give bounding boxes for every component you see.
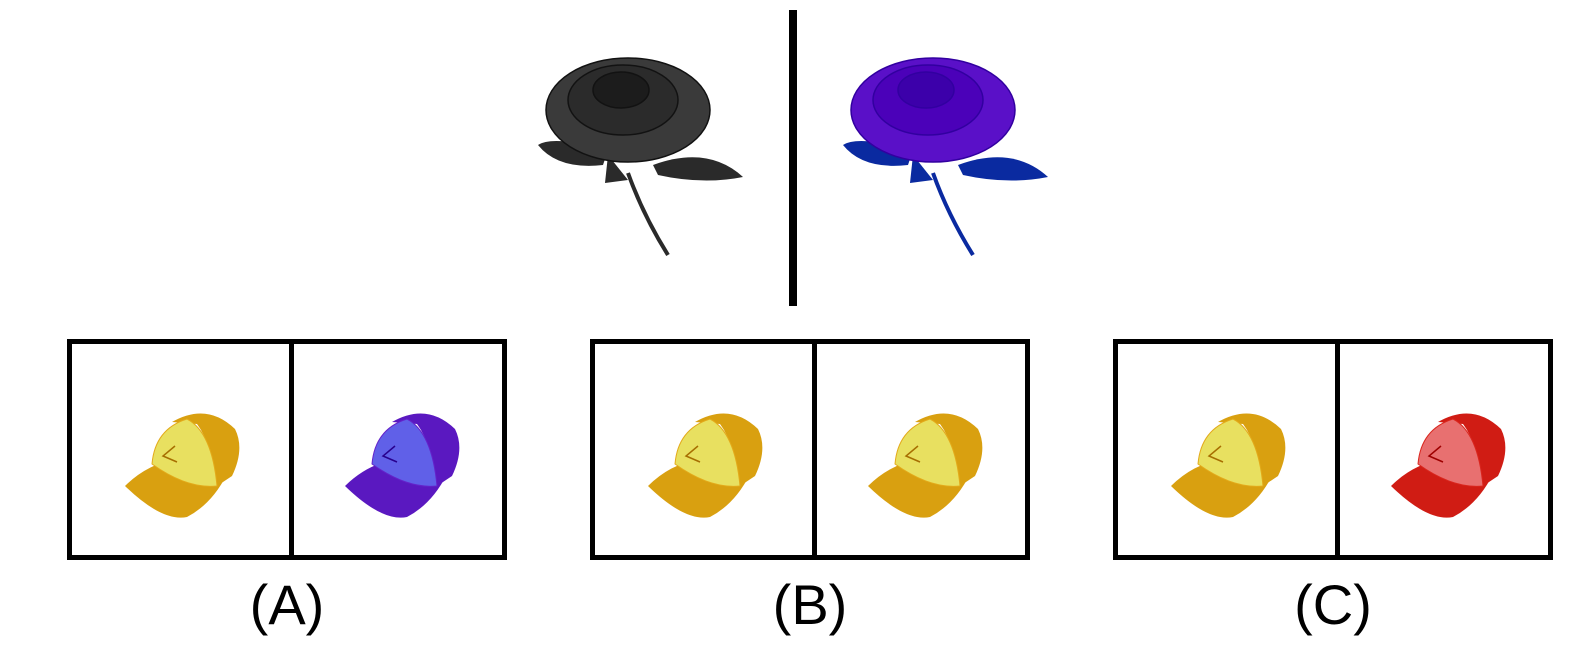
option-c-box[interactable]	[1113, 339, 1553, 560]
option-a-label: (A)	[249, 573, 325, 636]
cap-icon	[1171, 413, 1286, 518]
example-divider	[789, 10, 797, 306]
cap-icon	[1391, 413, 1506, 518]
option-a-divider	[289, 344, 294, 555]
rose-icon	[843, 57, 1048, 257]
cap-icon	[125, 413, 240, 518]
option-c-label: (C)	[1294, 573, 1372, 636]
option-b-box[interactable]	[590, 339, 1030, 560]
rose-icon	[538, 57, 743, 257]
option-c-divider	[1335, 344, 1340, 555]
option-b-label: (B)	[772, 573, 848, 636]
option-a-box[interactable]	[67, 339, 507, 560]
rose-gray-image	[538, 57, 743, 257]
rose-purple-image	[843, 57, 1048, 257]
cap-icon	[648, 413, 763, 518]
cap-icon	[345, 413, 460, 518]
option-b-divider	[812, 344, 817, 555]
cap-icon	[868, 413, 983, 518]
